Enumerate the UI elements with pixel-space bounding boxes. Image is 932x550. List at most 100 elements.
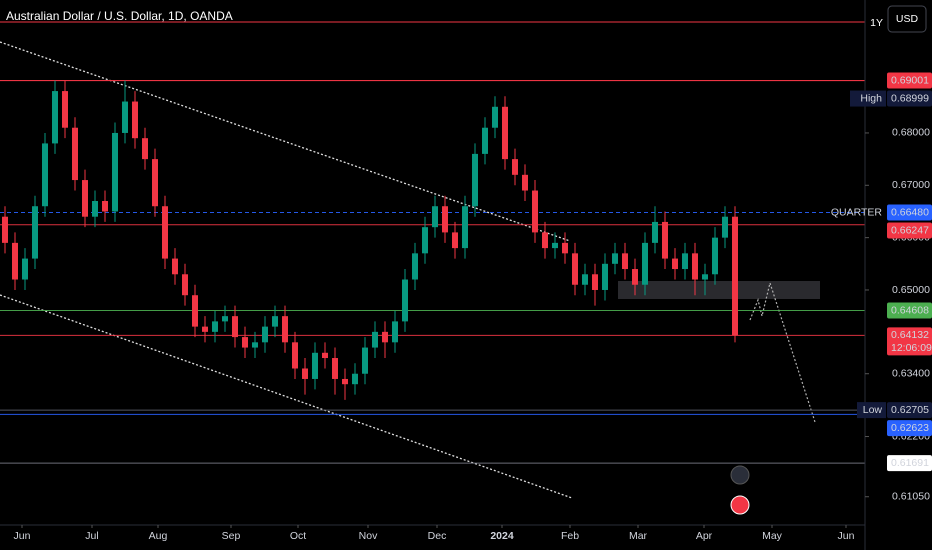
- candle-body: [22, 258, 28, 280]
- candle-body: [2, 216, 8, 243]
- price-label: 0.68999: [891, 92, 929, 104]
- price-tag: QUARTER: [831, 206, 883, 218]
- candle-body: [542, 232, 548, 249]
- candle-body: [662, 221, 668, 259]
- candle-body: [512, 159, 518, 175]
- x-tick-label: Aug: [149, 530, 168, 542]
- candle-body: [382, 331, 388, 343]
- candle-body: [172, 258, 178, 275]
- candle-body: [492, 106, 498, 128]
- price-tag: Low: [863, 404, 883, 416]
- candle-body: [612, 253, 618, 264]
- price-label: 0.62705: [891, 404, 929, 416]
- x-tick-label: 2024: [490, 530, 514, 542]
- zone-box: [618, 281, 820, 299]
- channel-upper: [0, 41, 571, 242]
- candle-body: [342, 378, 348, 385]
- x-tick-label: Feb: [561, 530, 579, 542]
- candle-body: [372, 331, 378, 348]
- candle-body: [632, 269, 638, 285]
- candle-body: [522, 174, 528, 191]
- currency-button[interactable]: [887, 5, 927, 33]
- candle-body: [442, 206, 448, 233]
- candle-body: [162, 206, 168, 259]
- candle-body: [352, 373, 358, 385]
- y-tick-label: 0.67000: [892, 179, 930, 191]
- candle-body: [292, 342, 298, 369]
- price-label: 0.66247: [891, 224, 929, 236]
- x-tick-label: Mar: [629, 530, 648, 542]
- price-label: 0.66480: [891, 206, 929, 218]
- candle-body: [192, 295, 198, 327]
- candle-body: [692, 253, 698, 280]
- price-labels: 0.69001 0.68999 High 0.66480 QUARTER 0.66247 0…: [831, 72, 932, 472]
- candle-body: [582, 274, 588, 285]
- event-icon[interactable]: [730, 465, 750, 485]
- x-tick-label: Nov: [359, 530, 378, 542]
- range-tag: 1Y: [870, 17, 883, 29]
- candle-body: [282, 316, 288, 343]
- price-label: 0.69001: [891, 74, 929, 86]
- price-label-box: [887, 420, 932, 437]
- channel-lower: [0, 294, 573, 499]
- x-tick-label: Oct: [290, 530, 306, 542]
- chart-title: Australian Dollar / U.S. Dollar, 1D, OAN…: [6, 9, 233, 23]
- candle-body: [182, 274, 188, 296]
- candle-body: [432, 206, 438, 228]
- candle-body: [362, 347, 368, 374]
- x-tick-label: Sep: [222, 530, 241, 542]
- candles: [2, 80, 738, 400]
- price-tag-box: [857, 402, 886, 419]
- candle-body: [312, 352, 318, 379]
- candle-body: [422, 227, 428, 254]
- candle-body: [462, 206, 468, 249]
- candle-body: [642, 242, 648, 285]
- ticks: 0.680000.670000.660000.650000.634000.622…: [14, 127, 931, 542]
- candle-body: [302, 368, 308, 379]
- price-label-box: [887, 455, 932, 472]
- candle-body: [122, 101, 128, 133]
- candle-body: [112, 132, 118, 212]
- candle-body: [532, 190, 538, 233]
- price-label-box: [887, 222, 932, 239]
- candle-body: [452, 232, 458, 249]
- candle-body: [222, 316, 228, 322]
- candle-body: [212, 321, 218, 332]
- candle-body: [552, 242, 558, 249]
- candle-body: [142, 138, 148, 160]
- candle-body: [392, 321, 398, 343]
- price-label-box: [887, 204, 932, 221]
- candle-body: [602, 263, 608, 290]
- price-tag: High: [860, 92, 882, 104]
- x-tick-label: Apr: [696, 530, 713, 542]
- candle-body: [702, 274, 708, 280]
- candle-body: [502, 106, 508, 160]
- price-label-box: [887, 302, 932, 319]
- candle-body: [32, 206, 38, 259]
- x-tick-label: Jun: [838, 530, 855, 542]
- candle-body: [672, 258, 678, 270]
- candle-body: [652, 221, 658, 243]
- flag-icon[interactable]: [730, 495, 750, 515]
- candle-body: [242, 337, 248, 348]
- y-tick-label: 0.61050: [892, 491, 930, 503]
- price-label: 0.64132: [891, 329, 929, 341]
- candle-body: [722, 216, 728, 238]
- candle-body: [332, 358, 338, 379]
- candle-body: [412, 253, 418, 280]
- price-label: 0.62623: [891, 422, 929, 434]
- x-tick-label: Jul: [85, 530, 98, 542]
- projection-path: [749, 280, 816, 423]
- candle-body: [272, 316, 278, 327]
- price-label: 0.64608: [891, 304, 929, 316]
- candle-body: [52, 91, 58, 144]
- candle-body: [82, 180, 88, 217]
- currency[interactable]: USD: [896, 13, 919, 25]
- candle-body: [62, 91, 68, 128]
- candle-body: [732, 216, 738, 336]
- candle-body: [152, 159, 158, 207]
- price-label: 0.61691: [891, 457, 929, 469]
- price-tag-box: [850, 90, 886, 107]
